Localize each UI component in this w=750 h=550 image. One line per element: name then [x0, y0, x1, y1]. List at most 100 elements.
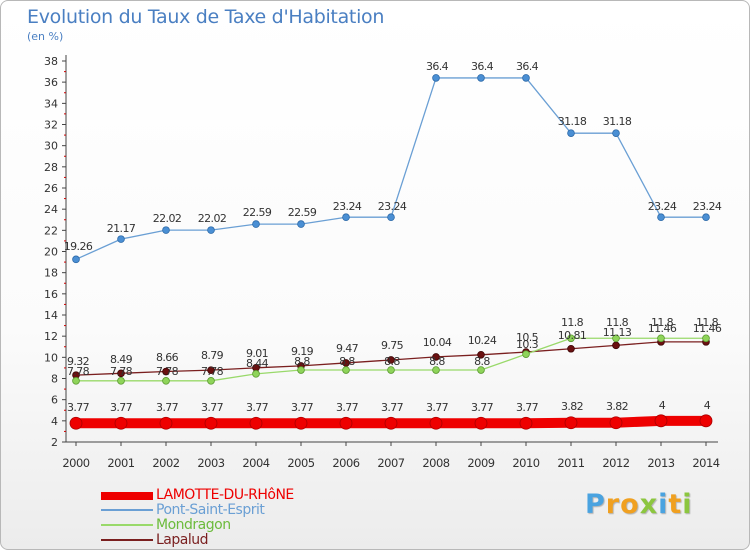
series-2 [72, 334, 710, 385]
logo-letter: i [682, 489, 693, 520]
data-label: 11.46 [693, 322, 722, 335]
data-label: 31.18 [558, 115, 587, 128]
data-point [519, 416, 533, 430]
data-point [612, 334, 620, 343]
data-point [387, 366, 395, 374]
data-point [339, 416, 353, 430]
proxiti-logo: Proxiti [585, 489, 693, 520]
y-tick-label: 22 [44, 224, 58, 237]
data-label: 4 [704, 399, 711, 412]
data-point [72, 377, 80, 385]
data-label: 3.77 [471, 401, 494, 414]
data-point [567, 129, 575, 137]
data-point [657, 334, 665, 343]
logo-letter: x [639, 489, 659, 520]
data-label: 19.26 [64, 240, 93, 253]
data-point [162, 226, 170, 234]
data-label: 9.19 [291, 345, 314, 358]
data-point [564, 416, 578, 430]
x-tick-label: 2013 [647, 456, 674, 470]
data-point [117, 235, 125, 243]
x-tick-label: 2002 [152, 456, 179, 470]
data-label: 3.77 [426, 401, 449, 414]
data-point [162, 377, 170, 385]
y-tick-label: 8 [51, 373, 58, 386]
data-label: 8.49 [110, 353, 133, 366]
y-tick-label: 6 [51, 394, 58, 407]
logo-letter: P [585, 489, 606, 520]
data-label: 10.04 [423, 336, 452, 349]
data-point [294, 416, 308, 430]
y-tick-label: 26 [44, 182, 58, 195]
data-point [702, 334, 710, 343]
data-point [702, 213, 710, 222]
data-point [297, 220, 305, 228]
data-label: 7.78 [67, 365, 90, 378]
data-point [207, 226, 215, 234]
data-label: 9.47 [336, 342, 359, 355]
data-label: 3.77 [201, 401, 224, 414]
y-tick-label: 14 [44, 309, 58, 322]
data-label: 23.24 [693, 200, 722, 213]
data-point [567, 334, 575, 343]
data-label: 23.24 [333, 200, 362, 213]
x-tick-label: 2005 [287, 456, 314, 470]
data-label: 10.81 [558, 329, 587, 342]
data-point [252, 220, 260, 228]
data-label: 3.77 [67, 401, 90, 414]
data-point [117, 377, 125, 385]
series-1 [72, 74, 710, 264]
y-tick-label: 30 [44, 140, 58, 153]
data-label: 8.79 [201, 349, 224, 362]
data-label: 10.24 [468, 334, 497, 347]
data-label: 8.8 [474, 355, 490, 368]
x-tick-label: 2011 [557, 456, 584, 470]
data-point [69, 416, 83, 430]
data-point [114, 416, 128, 430]
x-tick-label: 2008 [422, 456, 449, 470]
y-tick-label: 18 [44, 267, 58, 280]
data-point [207, 377, 215, 385]
x-tick-label: 2004 [242, 456, 269, 470]
y-tick-label: 2 [51, 436, 58, 449]
data-label: 10.3 [516, 338, 539, 351]
x-tick-label: 2007 [377, 456, 404, 470]
data-point [654, 414, 668, 428]
legend-label-pont-saint-esprit: Pont-Saint-Esprit [156, 502, 265, 518]
data-label: 8.44 [246, 357, 269, 370]
data-point [387, 356, 395, 364]
data-label: 9.01 [246, 347, 268, 360]
data-label: 36.4 [516, 60, 539, 73]
data-label: 3.77 [246, 401, 269, 414]
x-tick-label: 2001 [107, 456, 134, 470]
data-label: 21.17 [107, 222, 136, 235]
data-label: 11.8 [606, 316, 629, 329]
data-point [567, 344, 575, 353]
data-label: 9.75 [381, 339, 404, 352]
data-label: 11.13 [603, 326, 632, 339]
data-labels: 19.26 21.17 22.02 22.02 22.59 22.59 23.24 23.24… [64, 60, 723, 414]
data-label: 11.8 [561, 316, 584, 329]
data-point [477, 74, 485, 82]
y-tick-label: 16 [44, 288, 58, 301]
data-point [342, 213, 350, 222]
logo-letter: r [605, 489, 621, 520]
data-label: 36.4 [471, 60, 494, 73]
x-tick-label: 2010 [512, 456, 539, 470]
data-label: 36.4 [426, 60, 449, 73]
data-point [207, 366, 215, 374]
data-label: 8.8 [339, 355, 355, 368]
chart-subtitle: (en %) [27, 30, 64, 43]
data-point [477, 366, 485, 374]
x-tick-label: 2014 [692, 456, 719, 470]
series-0 [69, 414, 713, 430]
data-point [657, 213, 665, 222]
y-tick-label: 28 [44, 161, 58, 174]
data-label: 3.77 [156, 401, 179, 414]
legend-swatch-pont-saint-esprit [101, 509, 153, 511]
data-point [522, 74, 530, 82]
y-tick-label: 24 [44, 203, 58, 216]
